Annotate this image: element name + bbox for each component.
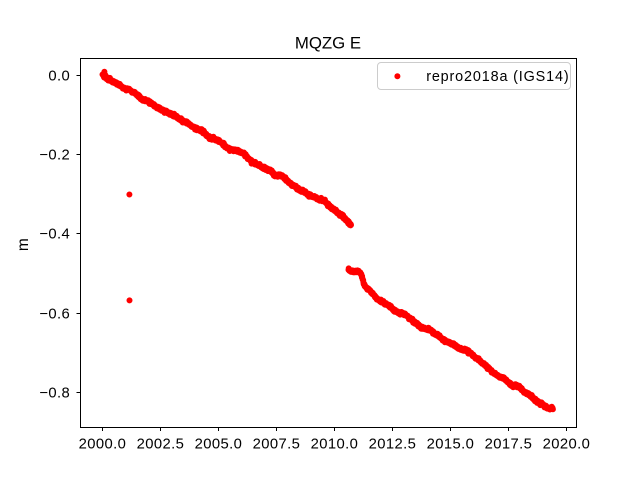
svg-text:−0.4: −0.4 bbox=[39, 227, 70, 243]
svg-text:m: m bbox=[15, 238, 32, 251]
svg-text:2017.5: 2017.5 bbox=[485, 436, 533, 452]
svg-text:0.0: 0.0 bbox=[48, 69, 70, 85]
svg-text:2015.0: 2015.0 bbox=[427, 436, 475, 452]
svg-text:repro2018a (IGS14): repro2018a (IGS14) bbox=[426, 69, 569, 85]
svg-text:MQZG E: MQZG E bbox=[295, 33, 361, 52]
svg-text:2020.0: 2020.0 bbox=[543, 436, 591, 452]
svg-text:2000.0: 2000.0 bbox=[79, 436, 127, 452]
svg-text:2002.5: 2002.5 bbox=[137, 436, 185, 452]
svg-text:2012.5: 2012.5 bbox=[369, 436, 417, 452]
svg-text:−0.2: −0.2 bbox=[39, 148, 70, 164]
svg-text:2010.0: 2010.0 bbox=[311, 436, 359, 452]
svg-text:−0.8: −0.8 bbox=[39, 386, 70, 402]
svg-text:2005.0: 2005.0 bbox=[195, 436, 243, 452]
svg-text:−0.6: −0.6 bbox=[39, 307, 70, 323]
svg-text:2007.5: 2007.5 bbox=[253, 436, 301, 452]
